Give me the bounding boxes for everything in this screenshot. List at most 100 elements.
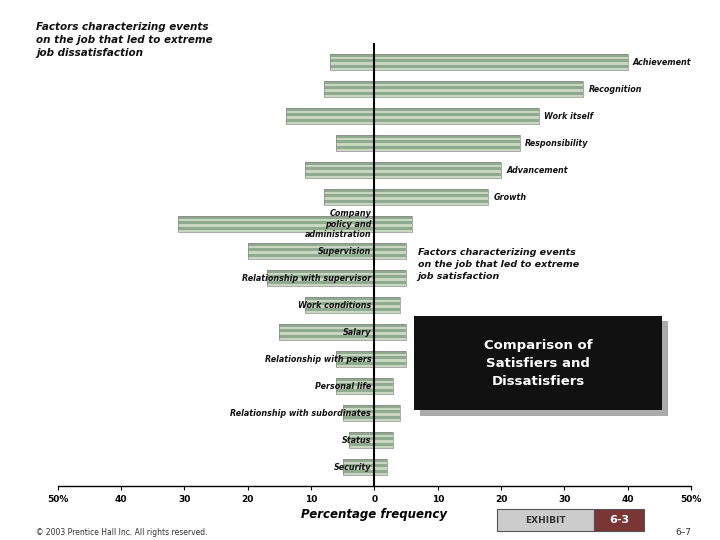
Text: Supervision: Supervision bbox=[318, 247, 372, 255]
Bar bbox=[324, 81, 374, 84]
Bar bbox=[330, 62, 374, 65]
Bar bbox=[279, 327, 374, 329]
Bar bbox=[374, 405, 400, 408]
Bar bbox=[374, 81, 583, 97]
Bar bbox=[374, 359, 406, 362]
Bar bbox=[286, 116, 374, 119]
Text: Achievement: Achievement bbox=[633, 58, 691, 66]
Bar bbox=[324, 92, 374, 94]
Bar bbox=[374, 351, 406, 367]
Bar bbox=[343, 408, 374, 410]
Bar bbox=[330, 59, 374, 62]
Bar bbox=[374, 256, 406, 259]
Bar bbox=[343, 472, 374, 475]
Bar bbox=[374, 216, 413, 232]
Bar bbox=[349, 440, 374, 443]
Bar bbox=[343, 410, 374, 413]
Bar bbox=[305, 305, 374, 308]
Bar bbox=[343, 462, 374, 464]
Bar bbox=[343, 464, 374, 467]
Bar bbox=[305, 300, 374, 302]
Bar bbox=[279, 324, 374, 327]
Bar bbox=[374, 143, 520, 146]
Bar bbox=[374, 176, 501, 178]
Bar bbox=[324, 197, 374, 200]
Bar bbox=[374, 432, 393, 435]
Bar bbox=[305, 310, 374, 313]
Bar bbox=[374, 351, 406, 354]
Bar bbox=[374, 194, 488, 197]
Bar bbox=[343, 405, 374, 421]
Bar bbox=[374, 459, 387, 462]
Bar bbox=[374, 59, 628, 62]
Bar bbox=[374, 389, 393, 392]
Text: 6-3: 6-3 bbox=[609, 515, 629, 525]
Bar bbox=[305, 173, 374, 176]
Bar bbox=[305, 176, 374, 178]
Bar bbox=[374, 297, 400, 313]
Text: © 2003 Prentice Hall Inc. All rights reserved.: © 2003 Prentice Hall Inc. All rights res… bbox=[36, 528, 207, 537]
Bar bbox=[286, 111, 374, 113]
Bar bbox=[279, 335, 374, 338]
Text: Factors characterizing events
on the job that led to extreme
job dissatisfaction: Factors characterizing events on the job… bbox=[36, 22, 212, 58]
Bar bbox=[374, 324, 406, 327]
Text: 6–7: 6–7 bbox=[675, 528, 691, 537]
Bar bbox=[374, 167, 501, 170]
Bar bbox=[336, 381, 374, 383]
Bar bbox=[178, 216, 374, 219]
Bar bbox=[374, 248, 406, 251]
Bar bbox=[374, 273, 406, 275]
Bar bbox=[349, 432, 374, 435]
Bar bbox=[374, 216, 413, 219]
Bar bbox=[324, 200, 374, 202]
Bar bbox=[343, 459, 374, 475]
Bar bbox=[374, 327, 406, 329]
Bar bbox=[305, 297, 374, 313]
Bar bbox=[374, 254, 406, 256]
Bar bbox=[374, 308, 400, 310]
Bar bbox=[374, 173, 501, 176]
Bar bbox=[330, 54, 374, 70]
Bar bbox=[374, 227, 413, 229]
Bar bbox=[374, 354, 406, 356]
Bar bbox=[349, 443, 374, 445]
Bar bbox=[178, 219, 374, 221]
Bar bbox=[374, 305, 400, 308]
Bar bbox=[266, 284, 374, 286]
Bar bbox=[266, 270, 374, 273]
Bar bbox=[324, 189, 374, 192]
Bar bbox=[324, 84, 374, 86]
Text: Relationship with peers: Relationship with peers bbox=[265, 355, 372, 363]
Bar bbox=[343, 467, 374, 470]
Bar bbox=[286, 113, 374, 116]
Bar bbox=[374, 116, 539, 119]
Bar bbox=[374, 270, 406, 286]
Bar bbox=[343, 459, 374, 462]
Bar bbox=[336, 359, 374, 362]
Bar bbox=[374, 356, 406, 359]
Bar bbox=[374, 108, 539, 124]
Bar bbox=[336, 135, 374, 151]
Bar bbox=[374, 378, 393, 394]
Bar bbox=[374, 270, 406, 273]
Bar bbox=[374, 310, 400, 313]
Bar bbox=[374, 432, 393, 448]
Bar bbox=[374, 162, 501, 178]
Bar bbox=[374, 94, 583, 97]
Bar bbox=[374, 108, 539, 111]
Bar bbox=[374, 413, 400, 416]
Bar bbox=[374, 81, 583, 84]
Bar bbox=[248, 254, 374, 256]
Bar bbox=[336, 356, 374, 359]
Bar bbox=[374, 472, 387, 475]
Bar bbox=[330, 57, 374, 59]
Bar bbox=[178, 227, 374, 229]
Bar bbox=[266, 273, 374, 275]
Bar bbox=[374, 437, 393, 440]
Bar bbox=[374, 335, 406, 338]
Bar bbox=[305, 165, 374, 167]
Bar bbox=[324, 89, 374, 92]
Bar bbox=[374, 138, 520, 140]
Bar bbox=[324, 202, 374, 205]
Bar bbox=[374, 329, 406, 332]
